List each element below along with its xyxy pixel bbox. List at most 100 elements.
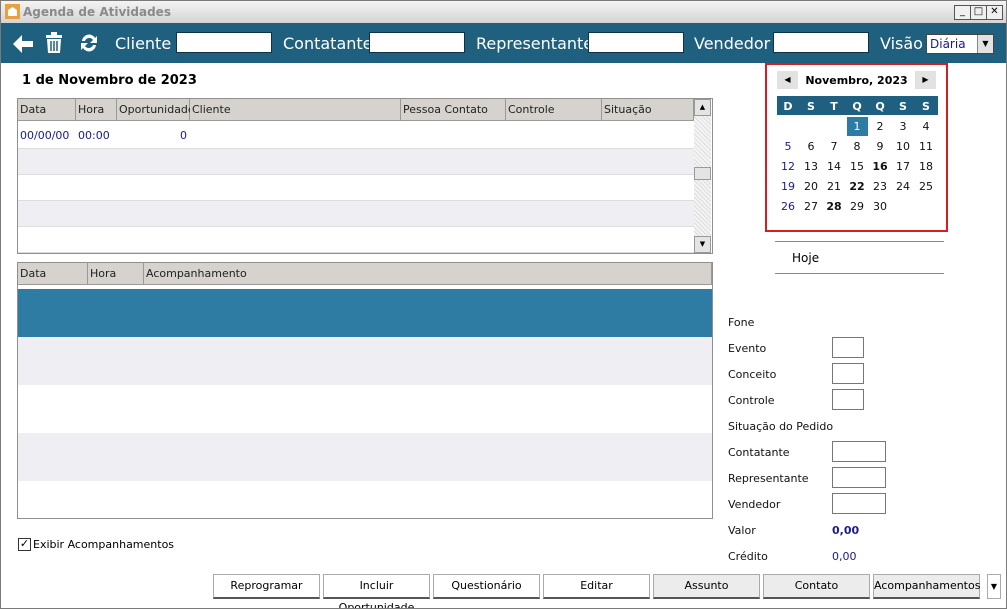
day[interactable]: 13 xyxy=(804,160,818,173)
today-button[interactable]: Hoje xyxy=(792,251,820,265)
day[interactable]: 8 xyxy=(853,140,861,153)
weekday-bar xyxy=(777,96,938,115)
day[interactable]: 2 xyxy=(876,120,884,133)
action-button[interactable]: Acompanhamentos xyxy=(873,574,980,599)
column-header: Pessoa Contato xyxy=(401,99,506,121)
day[interactable]: 23 xyxy=(873,180,887,193)
day[interactable]: 28 xyxy=(826,200,842,213)
filter-input[interactable] xyxy=(773,32,869,53)
grid-row: 00/00/00 00:00 0 xyxy=(18,123,694,149)
weekday: Q xyxy=(852,100,862,113)
weekday: S xyxy=(899,100,907,113)
grid-row xyxy=(18,433,712,481)
day[interactable]: 4 xyxy=(922,120,930,133)
column-header: Acompanhamento xyxy=(144,263,712,285)
filter-input[interactable] xyxy=(176,32,272,53)
action-button[interactable]: Questionário xyxy=(433,574,540,599)
activities-grid: Data Hora Oportunidade Cliente Pessoa Contat… xyxy=(17,98,713,254)
day[interactable]: 14 xyxy=(827,160,841,173)
field-input[interactable] xyxy=(832,389,864,410)
filter-input[interactable] xyxy=(369,32,465,53)
more-button[interactable]: ▼ xyxy=(987,574,1001,599)
weekday: S xyxy=(807,100,815,113)
day[interactable]: 5 xyxy=(784,140,792,153)
title-bar: Agenda de Atividades _ □ ✕ xyxy=(1,1,1006,24)
column-header: Hora xyxy=(76,99,117,121)
filter-label: Contatante xyxy=(283,34,373,53)
day[interactable]: 22 xyxy=(849,180,865,193)
separator xyxy=(775,273,944,274)
day[interactable]: 3 xyxy=(899,120,907,133)
filter-label: Vendedor xyxy=(694,34,771,53)
action-button[interactable]: Contato xyxy=(763,574,870,599)
column-header: Controle xyxy=(506,99,602,121)
day[interactable]: 6 xyxy=(807,140,815,153)
grid-cell: 00/00/00 xyxy=(20,129,70,142)
day[interactable]: 26 xyxy=(781,200,795,213)
minimize-button[interactable]: _ xyxy=(954,5,971,20)
column-header: Oportunidade xyxy=(117,99,195,121)
refresh-button[interactable] xyxy=(78,32,100,54)
view-value: Diária xyxy=(930,37,966,51)
day[interactable]: 30 xyxy=(873,200,887,213)
scroll-up[interactable]: ▲ xyxy=(694,99,711,116)
view-select[interactable]: Diária ▼ xyxy=(926,34,994,54)
prev-month[interactable]: ◀ xyxy=(777,71,798,89)
day[interactable]: 12 xyxy=(781,160,795,173)
delete-button[interactable] xyxy=(44,32,64,54)
month-label: Novembro, 2023 xyxy=(805,74,908,87)
grid-row xyxy=(18,201,694,227)
day[interactable]: 16 xyxy=(872,160,888,173)
action-button[interactable]: Reprogramar xyxy=(213,574,320,599)
action-button[interactable]: Editar xyxy=(543,574,650,599)
day[interactable]: 17 xyxy=(896,160,910,173)
field-input[interactable] xyxy=(832,493,886,514)
field-label: Situação do Pedido xyxy=(728,420,834,433)
day[interactable]: 20 xyxy=(804,180,818,193)
field-input[interactable] xyxy=(832,441,886,462)
day[interactable]: 24 xyxy=(896,180,910,193)
date-heading: 1 de Novembro de 2023 xyxy=(22,73,197,88)
column-header: Hora xyxy=(88,263,144,285)
day[interactable]: 15 xyxy=(850,160,864,173)
field-input[interactable] xyxy=(832,337,864,358)
day[interactable]: 29 xyxy=(850,200,864,213)
grid-row xyxy=(18,385,712,433)
maximize-button[interactable]: □ xyxy=(970,5,987,20)
field-label: Conceito xyxy=(728,368,777,381)
scroll-down[interactable]: ▼ xyxy=(694,236,711,253)
day[interactable]: 18 xyxy=(919,160,933,173)
day[interactable]: 10 xyxy=(896,140,910,153)
field-label: Representante xyxy=(728,472,809,485)
field-label: Fone xyxy=(728,316,755,329)
filter-label: Cliente xyxy=(115,34,172,53)
field-input[interactable] xyxy=(832,363,864,384)
field-input[interactable] xyxy=(832,467,886,488)
checkbox[interactable]: ✓ xyxy=(18,537,31,551)
field-label: Evento xyxy=(728,342,767,355)
field-label: Valor xyxy=(728,524,756,537)
close-button[interactable]: ✕ xyxy=(986,5,1003,20)
back-button[interactable] xyxy=(11,33,35,55)
day[interactable]: 9 xyxy=(876,140,884,153)
day[interactable]: 19 xyxy=(781,180,795,193)
field-label: Contatante xyxy=(728,446,790,459)
grid-row xyxy=(18,337,712,385)
day[interactable]: 1 xyxy=(853,120,861,133)
column-header: Situação xyxy=(602,99,694,121)
day[interactable]: 21 xyxy=(827,180,841,193)
scrollbar[interactable]: ▲ ▼ xyxy=(694,99,711,253)
next-month[interactable]: ▶ xyxy=(915,71,936,89)
day[interactable]: 11 xyxy=(919,140,933,153)
day[interactable]: 25 xyxy=(919,180,933,193)
action-button[interactable]: Assunto xyxy=(653,574,760,599)
grid-row xyxy=(18,175,694,201)
action-button[interactable]: Incluir Oportunidade xyxy=(323,574,430,608)
scroll-thumb[interactable] xyxy=(694,167,711,180)
day[interactable]: 7 xyxy=(830,140,838,153)
filter-input[interactable] xyxy=(588,32,684,53)
weekday: Q xyxy=(875,100,885,113)
day[interactable]: 27 xyxy=(804,200,818,213)
field-value: 0,00 xyxy=(832,524,860,537)
